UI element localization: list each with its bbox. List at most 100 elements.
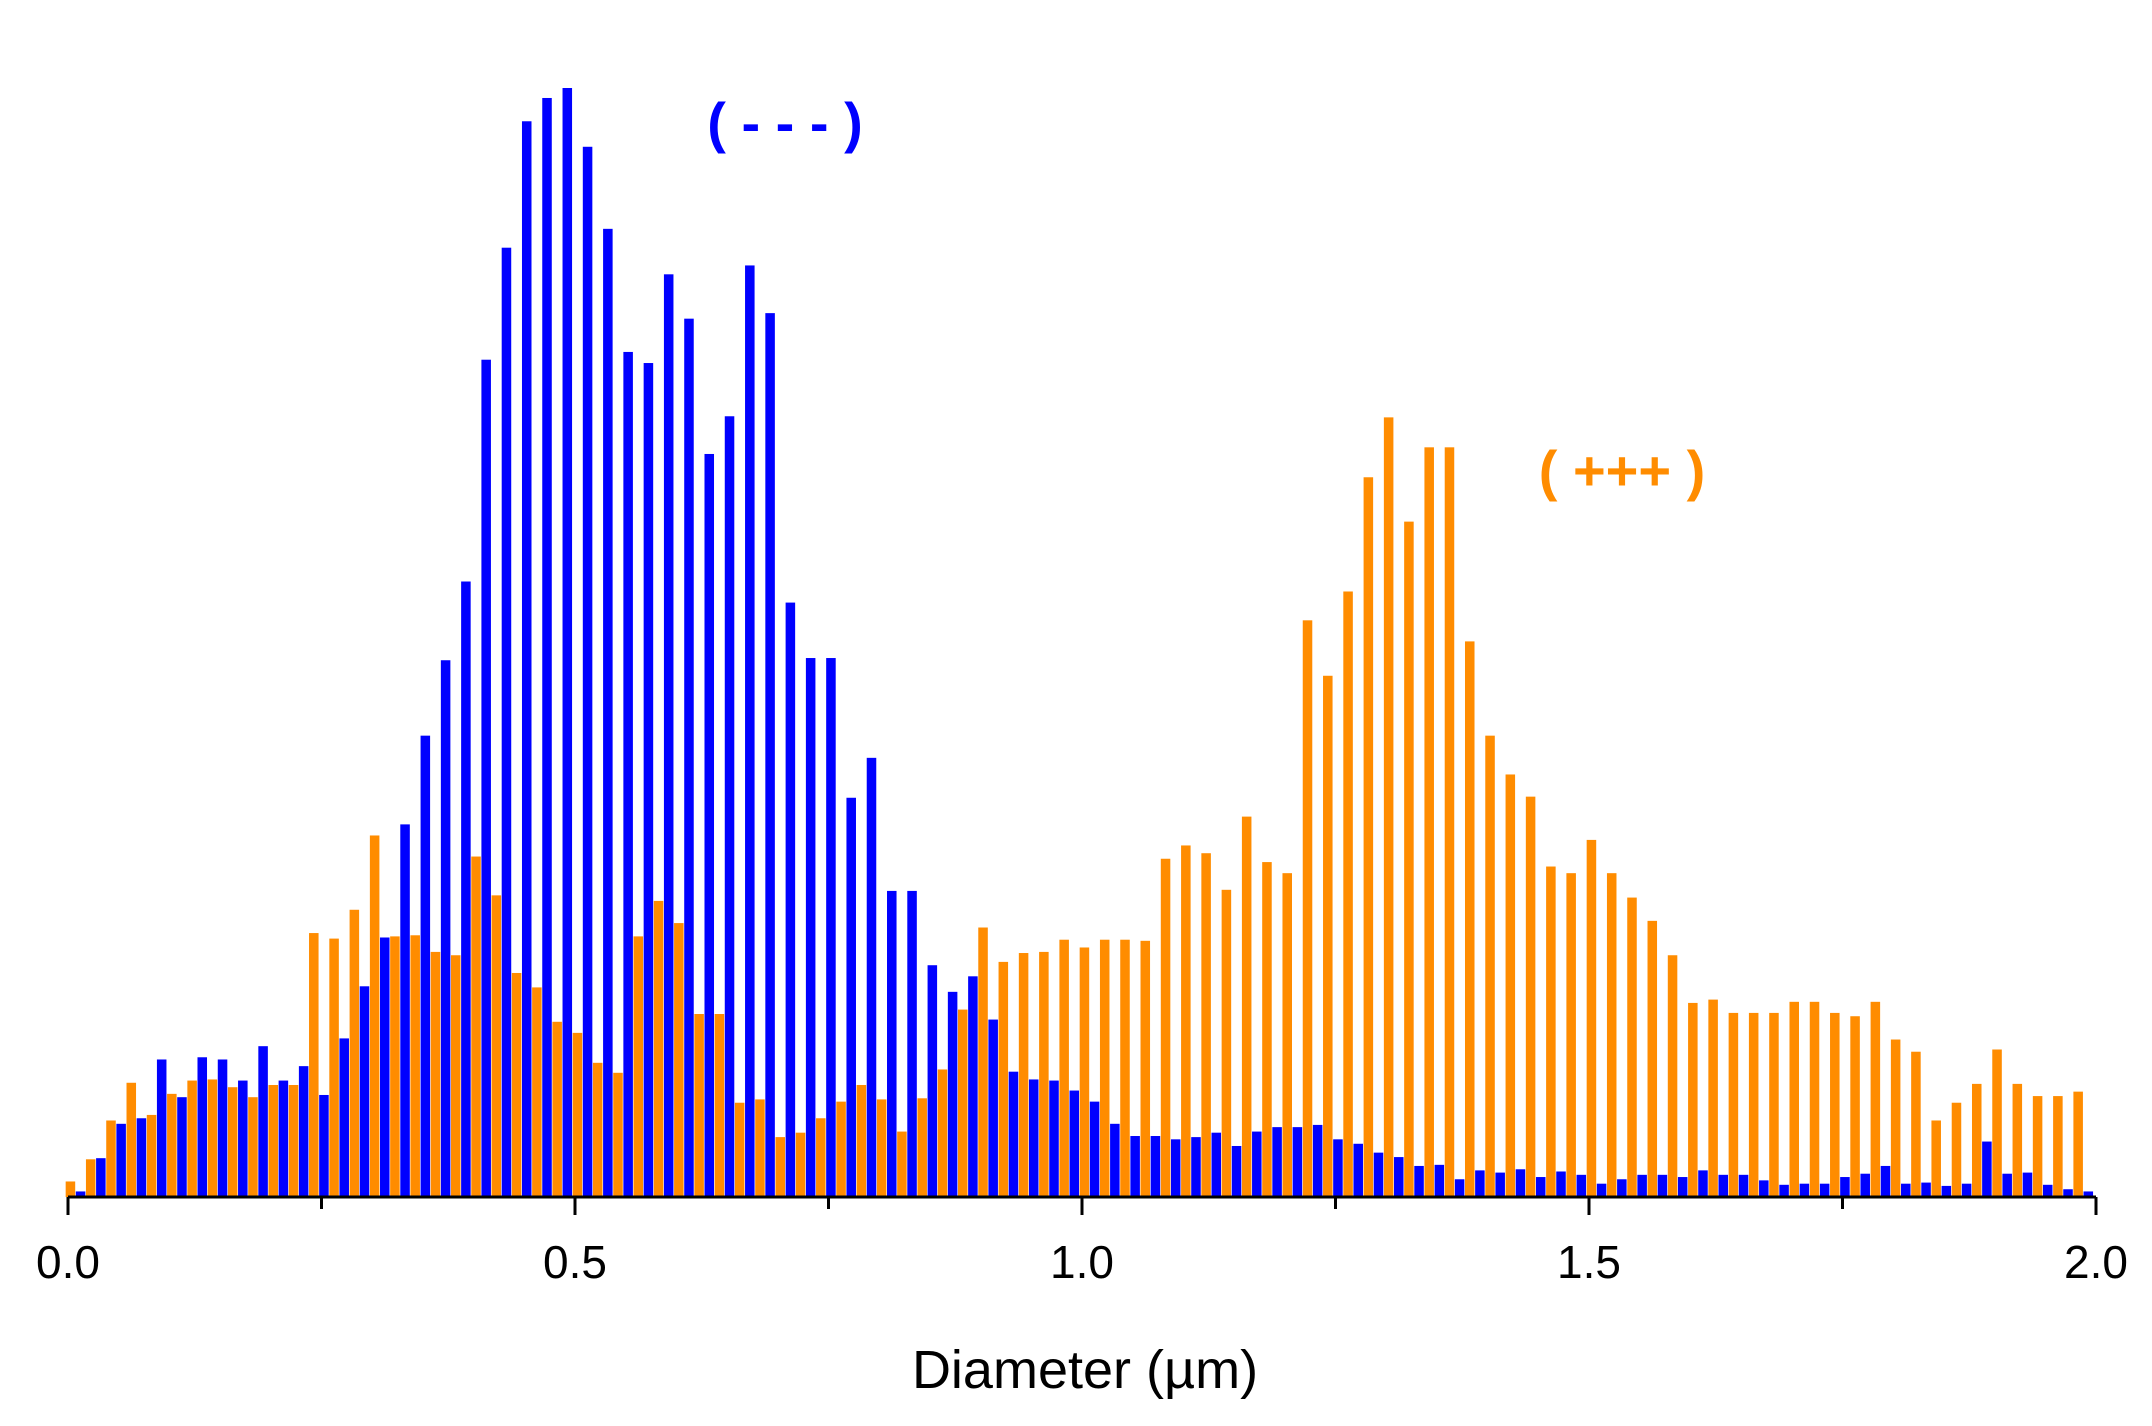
bar-blue-77 — [1637, 1174, 1647, 1197]
bar-blue-88 — [1860, 1173, 1870, 1197]
bar-blue-4 — [156, 1059, 167, 1197]
bar-blue-2 — [116, 1123, 126, 1197]
bar-blue-58 — [1252, 1131, 1262, 1197]
bar-blue-71 — [1515, 1169, 1526, 1197]
bar-orange-3 — [126, 1082, 137, 1197]
bar-blue-60 — [1292, 1127, 1303, 1197]
bar-orange-32 — [714, 1014, 725, 1197]
bar-blue-73 — [1556, 1171, 1566, 1197]
bar-orange-73 — [1546, 866, 1556, 1197]
bar-blue-29 — [663, 274, 674, 1197]
bar-blue-35 — [785, 602, 796, 1197]
bar-orange-41 — [897, 1131, 907, 1197]
bar-orange-96 — [2012, 1083, 2023, 1197]
bar-orange-90 — [1890, 1039, 1901, 1197]
bar-blue-47 — [1028, 1079, 1039, 1197]
bar-blue-96 — [2022, 1172, 2033, 1197]
bar-blue-79 — [1677, 1177, 1688, 1197]
bar-blue-51 — [1110, 1123, 1120, 1197]
bar-blue-90 — [1901, 1183, 1911, 1197]
bar-orange-56 — [1201, 853, 1211, 1197]
bar-blue-19 — [461, 581, 471, 1197]
bar-orange-22 — [511, 972, 522, 1197]
bar-orange-92 — [1931, 1120, 1941, 1197]
bar-blue-66 — [1414, 1165, 1424, 1197]
bar-blue-89 — [1880, 1165, 1891, 1197]
bar-blue-70 — [1495, 1172, 1505, 1197]
bar-orange-65 — [1383, 417, 1394, 1197]
bar-blue-30 — [684, 318, 694, 1197]
bar-orange-31 — [694, 1014, 704, 1197]
bar-orange-81 — [1708, 999, 1718, 1197]
bar-blue-7 — [217, 1059, 228, 1197]
bar-blue-5 — [177, 1097, 187, 1197]
bar-blue-62 — [1333, 1139, 1343, 1197]
bar-orange-10 — [268, 1084, 278, 1197]
bar-blue-80 — [1698, 1170, 1708, 1197]
bar-blue-43 — [947, 991, 958, 1197]
bar-blue-86 — [1819, 1183, 1830, 1197]
bar-blue-97 — [2042, 1184, 2053, 1197]
bar-blue-98 — [2063, 1189, 2073, 1197]
bar-orange-35 — [775, 1137, 785, 1197]
bar-blue-28 — [643, 363, 654, 1197]
bar-blue-15 — [380, 937, 390, 1197]
bar-orange-29 — [653, 900, 664, 1197]
bar-blue-72 — [1535, 1177, 1546, 1197]
bar-orange-43 — [937, 1069, 948, 1197]
bar-orange-54 — [1160, 858, 1171, 1197]
bar-blue-93 — [1961, 1183, 1972, 1197]
bar-orange-0 — [65, 1181, 76, 1197]
bar-orange-24 — [552, 1021, 562, 1197]
bar-blue-68 — [1454, 1179, 1465, 1197]
bar-blue-41 — [907, 890, 917, 1197]
bar-blue-32 — [724, 416, 735, 1197]
bar-blue-84 — [1779, 1184, 1789, 1197]
bar-blue-55 — [1191, 1137, 1201, 1197]
bar-orange-74 — [1566, 873, 1576, 1197]
bar-blue-1 — [96, 1158, 106, 1197]
bar-orange-1 — [85, 1159, 96, 1197]
bar-orange-68 — [1444, 447, 1455, 1197]
bar-orange-84 — [1769, 1012, 1779, 1197]
bar-orange-60 — [1282, 873, 1292, 1197]
bar-orange-34 — [755, 1099, 765, 1197]
x-tick-label-3: 1.5 — [1557, 1236, 1621, 1288]
bar-orange-77 — [1627, 897, 1637, 1197]
bar-blue-12 — [319, 1094, 329, 1197]
bar-orange-39 — [856, 1084, 867, 1197]
bar-orange-7 — [207, 1079, 218, 1197]
bar-orange-13 — [329, 938, 339, 1197]
bar-orange-71 — [1505, 774, 1516, 1197]
bar-blue-21 — [501, 247, 512, 1197]
bar-orange-67 — [1424, 447, 1434, 1197]
bar-orange-64 — [1363, 477, 1374, 1197]
bar-orange-40 — [876, 1099, 887, 1197]
series-label-blue: ( - - - ) — [707, 91, 862, 154]
bar-blue-50 — [1089, 1101, 1100, 1197]
bar-orange-6 — [187, 1080, 197, 1197]
bar-blue-17 — [420, 735, 431, 1197]
bar-blue-99 — [2083, 1191, 2094, 1197]
bar-blue-39 — [866, 757, 877, 1197]
bar-blue-38 — [846, 797, 856, 1197]
x-axis-tick-labels: 0.0 0.5 1.0 1.5 2.0 — [36, 1236, 2128, 1288]
bar-orange-62 — [1323, 675, 1333, 1197]
bar-blue-9 — [258, 1046, 268, 1197]
bar-blue-31 — [704, 453, 715, 1198]
bar-orange-98 — [2053, 1096, 2063, 1197]
bar-orange-99 — [2073, 1091, 2083, 1197]
x-axis-ticks — [66, 1197, 2098, 1215]
bar-orange-5 — [167, 1093, 177, 1197]
bar-blue-63 — [1353, 1143, 1363, 1197]
bar-blue-95 — [2002, 1173, 2012, 1197]
bar-orange-80 — [1688, 1002, 1698, 1197]
bar-orange-86 — [1809, 1001, 1820, 1197]
bar-blue-44 — [968, 976, 978, 1197]
bar-blue-42 — [927, 965, 938, 1197]
bar-orange-70 — [1485, 735, 1495, 1197]
bar-blue-20 — [481, 359, 491, 1198]
bar-blue-65 — [1394, 1157, 1404, 1197]
bar-orange-52 — [1120, 939, 1130, 1197]
